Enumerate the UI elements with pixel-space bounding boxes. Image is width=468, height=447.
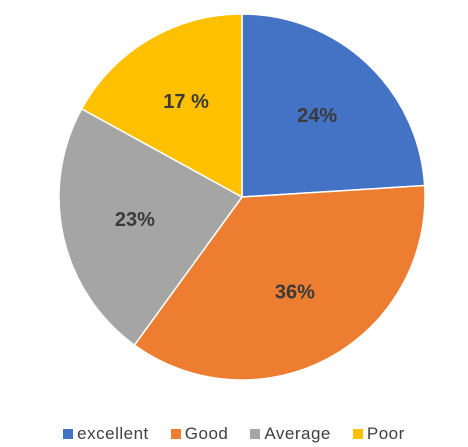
legend-label-good: Good <box>184 424 229 443</box>
pie-slice-good <box>133 184 426 381</box>
legend-swatch-excellent <box>63 429 74 439</box>
legend-swatch-good <box>170 429 181 439</box>
legend-item-poor: Poor <box>352 424 405 444</box>
legend-label-excellent: excellent <box>77 424 149 443</box>
legend-swatch-average <box>250 429 261 439</box>
legend-label-average: Average <box>264 424 331 443</box>
legend-item-excellent: excellent <box>63 424 149 444</box>
pie-slice-excellent <box>241 13 426 198</box>
pie-slice-average <box>58 107 244 347</box>
slice-label-excellent: 24% <box>297 105 337 127</box>
slice-label-poor: 17 % <box>163 91 209 113</box>
slice-labels: 24% 36% 23% 17 % <box>115 91 338 304</box>
pie-slice-poor <box>80 13 243 199</box>
pie-chart-plot: 24% 36% 23% 17 % <box>58 13 426 381</box>
legend-label-poor: Poor <box>366 424 405 443</box>
legend-item-average: Average <box>250 424 331 444</box>
slice-label-good: 36% <box>275 281 315 303</box>
legend-swatch-poor <box>352 429 363 439</box>
slice-label-average: 23% <box>115 209 155 231</box>
legend-item-good: Good <box>170 424 229 444</box>
chart-legend: excellent Good Average Poor <box>0 422 468 446</box>
